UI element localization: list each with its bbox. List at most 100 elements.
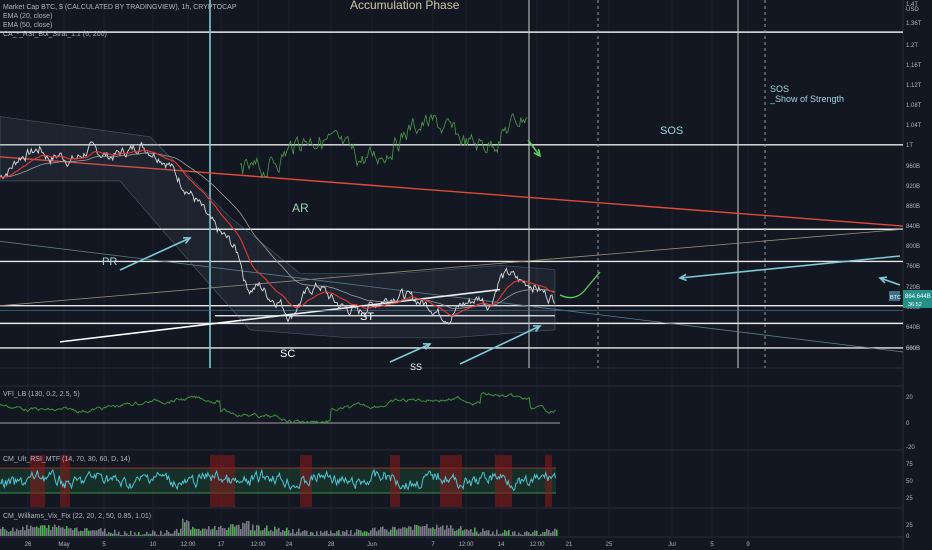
rising-trendline xyxy=(0,228,904,307)
vix-bar xyxy=(312,532,314,536)
ss-arrow xyxy=(389,343,432,363)
legend-bb[interactable]: CA_-_RSI_Bol_Strat_1.1 (6, 200) xyxy=(3,31,107,38)
vix-bar xyxy=(190,529,192,536)
vix-bar xyxy=(258,525,260,536)
legend-ema50[interactable]: EMA (50, close) xyxy=(3,22,53,29)
annotation-sc: SC xyxy=(280,348,295,360)
vix-bar xyxy=(202,528,204,536)
vix-bar xyxy=(208,526,210,536)
vix-bar xyxy=(176,528,178,536)
vix-bar xyxy=(182,518,184,536)
time-tick-label: 24 xyxy=(286,542,293,548)
vix-bar xyxy=(306,530,308,536)
vix-bar xyxy=(462,530,464,536)
vix-bar xyxy=(168,531,170,536)
vix-bar xyxy=(292,529,294,536)
legend-ema20[interactable]: EMA (20, close) xyxy=(3,13,53,20)
annotation-sos-right: SOS xyxy=(770,84,789,94)
rsi-highlight xyxy=(495,455,512,507)
vix-bar xyxy=(418,525,420,536)
vix-bar xyxy=(430,528,432,536)
vix-bar xyxy=(174,530,176,536)
vix-bar xyxy=(36,526,38,536)
vix-bar xyxy=(42,525,44,536)
vix-bar xyxy=(178,532,180,536)
vix-bar xyxy=(234,526,236,536)
legend-title[interactable]: Market Cap BTC, $ (CALCULATED BY TRADING… xyxy=(3,4,237,11)
vix-bar xyxy=(530,534,532,536)
arrow-shaft xyxy=(119,237,191,271)
vix-bar xyxy=(432,527,434,536)
price-tick-label: 560B xyxy=(906,346,920,352)
vix-bar xyxy=(222,528,224,536)
vix-bar xyxy=(394,527,396,536)
vix-bar xyxy=(268,531,270,536)
time-tick-label: 9 xyxy=(746,542,750,548)
vix-bar xyxy=(536,530,538,536)
vix-bar xyxy=(478,533,480,536)
vix-bar xyxy=(344,531,346,536)
vix-bar xyxy=(6,530,8,536)
vix-title[interactable]: CM_Williams_Vix_Fix (22, 20, 2, 50, 0.85… xyxy=(3,513,152,520)
price-pane[interactable] xyxy=(0,0,904,368)
vix-bar xyxy=(396,529,398,536)
vix-bar xyxy=(104,528,106,536)
vix-bar xyxy=(406,528,408,536)
vix-bar xyxy=(468,530,470,536)
vix-bar xyxy=(346,529,348,536)
vix-bar xyxy=(378,529,380,536)
vix-bar xyxy=(82,531,84,536)
vfi-pane[interactable] xyxy=(0,391,560,424)
vix-bar xyxy=(500,533,502,536)
vix-bar xyxy=(76,527,78,536)
time-tick-label: 17 xyxy=(218,542,225,548)
vix-bar xyxy=(464,529,466,536)
vfi-tick-label: -20 xyxy=(906,445,915,451)
vix-bar xyxy=(528,532,530,536)
vfi-title[interactable]: VFI_LB (130, 0.2, 2.5, 5) xyxy=(3,391,80,398)
vix-bar xyxy=(310,531,312,536)
vix-bar xyxy=(376,531,378,536)
vix-bar xyxy=(452,528,454,536)
vix-pane[interactable] xyxy=(0,518,558,536)
vfi-tick-label: 20 xyxy=(906,395,913,401)
vix-bar xyxy=(490,534,492,536)
vix-bar xyxy=(260,530,262,536)
vix-bar xyxy=(334,533,336,536)
vix-bar xyxy=(482,528,484,536)
vix-bar xyxy=(248,521,250,536)
vix-bar xyxy=(54,524,56,536)
rsi-pane[interactable] xyxy=(0,455,556,507)
time-tick-label: 12:00 xyxy=(458,542,474,548)
overlay-arrow xyxy=(527,139,542,158)
vix-bar xyxy=(436,524,438,536)
price-tick-label: 800B xyxy=(906,244,920,250)
time-tick-label: Jul xyxy=(668,542,676,548)
arrow-shaft xyxy=(879,277,901,286)
vix-bar xyxy=(502,532,504,536)
vix-bar xyxy=(316,531,318,536)
vix-bar xyxy=(358,530,360,536)
vix-bar xyxy=(366,531,368,536)
vix-bar xyxy=(216,530,218,536)
vix-bar xyxy=(70,528,72,536)
vix-bar xyxy=(508,529,510,536)
arrow-head xyxy=(533,148,542,158)
vix-bar xyxy=(492,531,494,536)
price-tick-label: 960B xyxy=(906,164,920,170)
price-tick-label: 1.36T xyxy=(906,21,922,27)
price-tick-label: 1.2T xyxy=(906,43,918,49)
rsi-title[interactable]: CM_Ult_RSI_MTF (14, 70, 30, 60, D, 14) xyxy=(3,456,131,463)
vix-bar xyxy=(404,527,406,536)
vix-bar xyxy=(238,524,240,536)
rsi-overlay-line xyxy=(239,113,528,179)
vix-bar xyxy=(122,535,124,536)
vix-bar xyxy=(74,528,76,536)
vix-bar xyxy=(364,531,366,536)
ema20-line xyxy=(0,149,555,316)
target-arrow xyxy=(678,255,901,282)
vix-bar xyxy=(298,528,300,536)
price-badge-bg xyxy=(889,291,900,301)
vix-bar xyxy=(164,533,166,536)
